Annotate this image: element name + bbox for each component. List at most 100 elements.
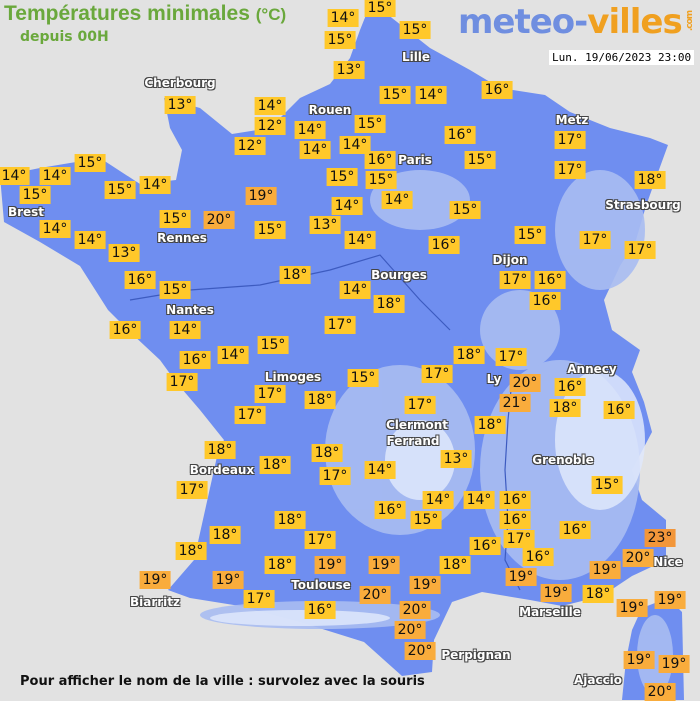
temperature-label[interactable]: 16° xyxy=(364,151,396,169)
temperature-label[interactable]: 14° xyxy=(254,97,286,115)
temperature-label[interactable]: 14° xyxy=(339,281,371,299)
temperature-label[interactable]: 14° xyxy=(344,231,376,249)
temperature-label[interactable]: 19° xyxy=(245,187,277,205)
temperature-label[interactable]: 17° xyxy=(254,385,286,403)
temperature-label[interactable]: 20° xyxy=(622,549,654,567)
temperature-label[interactable]: 16° xyxy=(554,378,586,396)
temperature-label[interactable]: 19° xyxy=(139,571,171,589)
temperature-label[interactable]: 17° xyxy=(243,590,275,608)
temperature-label[interactable]: 17° xyxy=(499,271,531,289)
temperature-label[interactable]: 16° xyxy=(469,537,501,555)
temperature-label[interactable]: 13° xyxy=(440,450,472,468)
temperature-label[interactable]: 15° xyxy=(104,181,136,199)
temperature-label[interactable]: 18° xyxy=(549,399,581,417)
temperature-label[interactable]: 15° xyxy=(159,210,191,228)
temperature-label[interactable]: 18° xyxy=(279,266,311,284)
temperature-label[interactable]: 15° xyxy=(514,226,546,244)
temperature-label[interactable]: 15° xyxy=(347,369,379,387)
temperature-label[interactable]: 12° xyxy=(234,137,266,155)
temperature-label[interactable]: 20° xyxy=(644,683,676,701)
temperature-label[interactable]: 14° xyxy=(415,86,447,104)
temperature-label[interactable]: 14° xyxy=(331,197,363,215)
temperature-label[interactable]: 13° xyxy=(108,244,140,262)
temperature-label[interactable]: 19° xyxy=(616,599,648,617)
temperature-label[interactable]: 14° xyxy=(294,121,326,139)
temperature-label[interactable]: 15° xyxy=(364,0,396,17)
temperature-label[interactable]: 17° xyxy=(554,161,586,179)
temperature-label[interactable]: 16° xyxy=(109,321,141,339)
temperature-label[interactable]: 16° xyxy=(522,548,554,566)
temperature-label[interactable]: 18° xyxy=(634,171,666,189)
temperature-label[interactable]: 16° xyxy=(304,601,336,619)
temperature-label[interactable]: 13° xyxy=(309,216,341,234)
temperature-label[interactable]: 14° xyxy=(381,191,413,209)
temperature-label[interactable]: 19° xyxy=(368,556,400,574)
temperature-label[interactable]: 16° xyxy=(529,292,561,310)
temperature-label[interactable]: 15° xyxy=(74,154,106,172)
temperature-label[interactable]: 18° xyxy=(373,295,405,313)
temperature-label[interactable]: 20° xyxy=(404,642,436,660)
temperature-label[interactable]: 18° xyxy=(259,456,291,474)
temperature-label[interactable]: 14° xyxy=(299,141,331,159)
temperature-label[interactable]: 17° xyxy=(579,231,611,249)
temperature-label[interactable]: 17° xyxy=(166,373,198,391)
temperature-label[interactable]: 13° xyxy=(164,96,196,114)
temperature-label[interactable]: 15° xyxy=(464,151,496,169)
temperature-label[interactable]: 16° xyxy=(124,271,156,289)
temperature-label[interactable]: 17° xyxy=(503,530,535,548)
temperature-label[interactable]: 12° xyxy=(254,117,286,135)
temperature-label[interactable]: 16° xyxy=(499,491,531,509)
temperature-label[interactable]: 18° xyxy=(264,556,296,574)
temperature-label[interactable]: 16° xyxy=(444,126,476,144)
temperature-label[interactable]: 17° xyxy=(324,316,356,334)
temperature-label[interactable]: 19° xyxy=(409,576,441,594)
temperature-label[interactable]: 19° xyxy=(589,561,621,579)
temperature-label[interactable]: 21° xyxy=(499,394,531,412)
temperature-label[interactable]: 14° xyxy=(217,346,249,364)
temperature-label[interactable]: 17° xyxy=(495,348,527,366)
temperature-label[interactable]: 14° xyxy=(39,220,71,238)
temperature-label[interactable]: 14° xyxy=(463,491,495,509)
temperature-label[interactable]: 15° xyxy=(399,21,431,39)
temperature-label[interactable]: 18° xyxy=(453,346,485,364)
temperature-label[interactable]: 17° xyxy=(176,481,208,499)
temperature-label[interactable]: 15° xyxy=(449,201,481,219)
temperature-label[interactable]: 19° xyxy=(654,591,686,609)
temperature-label[interactable]: 18° xyxy=(274,511,306,529)
temperature-label[interactable]: 20° xyxy=(509,374,541,392)
temperature-label[interactable]: 17° xyxy=(554,131,586,149)
temperature-label[interactable]: 18° xyxy=(175,542,207,560)
temperature-label[interactable]: 17° xyxy=(319,467,351,485)
temperature-label[interactable]: 18° xyxy=(304,391,336,409)
temperature-label[interactable]: 15° xyxy=(326,168,358,186)
temperature-label[interactable]: 19° xyxy=(623,651,655,669)
temperature-label[interactable]: 15° xyxy=(19,186,51,204)
temperature-label[interactable]: 14° xyxy=(0,167,30,185)
temperature-label[interactable]: 15° xyxy=(365,171,397,189)
temperature-label[interactable]: 16° xyxy=(179,351,211,369)
temperature-label[interactable]: 16° xyxy=(428,236,460,254)
temperature-label[interactable]: 20° xyxy=(359,586,391,604)
temperature-label[interactable]: 17° xyxy=(624,241,656,259)
temperature-label[interactable]: 16° xyxy=(603,401,635,419)
temperature-label[interactable]: 15° xyxy=(354,115,386,133)
temperature-label[interactable]: 13° xyxy=(333,61,365,79)
temperature-label[interactable]: 17° xyxy=(234,406,266,424)
temperature-label[interactable]: 15° xyxy=(159,281,191,299)
temperature-label[interactable]: 16° xyxy=(499,511,531,529)
temperature-label[interactable]: 15° xyxy=(410,511,442,529)
temperature-label[interactable]: 19° xyxy=(540,584,572,602)
temperature-label[interactable]: 14° xyxy=(139,176,171,194)
temperature-label[interactable]: 19° xyxy=(658,655,690,673)
temperature-label[interactable]: 14° xyxy=(39,167,71,185)
temperature-label[interactable]: 14° xyxy=(364,461,396,479)
temperature-label[interactable]: 14° xyxy=(422,491,454,509)
temperature-label[interactable]: 15° xyxy=(379,86,411,104)
temperature-label[interactable]: 17° xyxy=(404,396,436,414)
temperature-label[interactable]: 15° xyxy=(324,31,356,49)
temperature-label[interactable]: 15° xyxy=(254,221,286,239)
temperature-label[interactable]: 14° xyxy=(339,136,371,154)
temperature-label[interactable]: 15° xyxy=(591,476,623,494)
temperature-label[interactable]: 16° xyxy=(559,521,591,539)
temperature-label[interactable]: 18° xyxy=(209,526,241,544)
